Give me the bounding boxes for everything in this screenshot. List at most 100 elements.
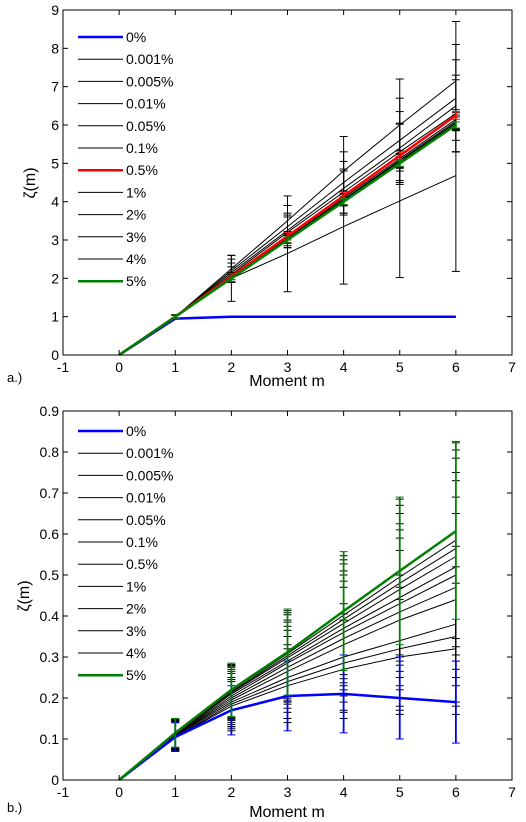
legend-entry: 0.05% <box>78 512 166 528</box>
legend-label: 0.5% <box>126 556 158 572</box>
axes-b: -1 0 1 2 3 4 5 6 700.10.20.30.40.50.60.70.80.9 <box>40 403 517 800</box>
y-axis-label-b: ζ(m) <box>16 580 33 611</box>
legend-label: 2% <box>126 601 146 617</box>
series-group-a <box>118 21 460 357</box>
legend-a: 0% 0.001% 0.005% 0.01% 0.05% 0.1% 0.5% 1% 2% 3% 4%… <box>78 29 173 289</box>
legend-entry: 3% <box>78 623 146 639</box>
y-tick-label: 0 <box>51 772 59 788</box>
x-tick-label: 6 <box>452 784 460 800</box>
legend-label: 1% <box>126 184 146 200</box>
x-tick-label: 0 <box>115 359 123 375</box>
legend-entry: 0.005% <box>78 467 173 483</box>
panel-b: -1 0 1 2 3 4 5 6 700.10.20.30.40.50.60.70.80.9 0… <box>7 403 516 821</box>
y-tick-label: 0.4 <box>40 608 60 624</box>
legend-label: 0.05% <box>126 512 166 528</box>
legend-label: 0.01% <box>126 490 166 506</box>
legend-entry: 0.001% <box>78 51 173 67</box>
x-tick-label: 0 <box>115 784 123 800</box>
y-tick-label: 5 <box>51 155 59 171</box>
y-tick-label: 6 <box>51 117 59 133</box>
panel-label-b: b.) <box>7 800 22 815</box>
legend-entry: 5% <box>78 273 146 289</box>
legend-entry: 0.1% <box>78 534 158 550</box>
legend-entry: 5% <box>78 667 146 683</box>
legend-entry: 0.5% <box>78 556 158 572</box>
legend-label: 0.5% <box>126 162 158 178</box>
legend-label: 0.01% <box>126 96 166 112</box>
legend-label: 0% <box>126 423 146 439</box>
legend-entry: 2% <box>78 207 146 223</box>
y-tick-label: 0.5 <box>40 567 60 583</box>
legend-label: 5% <box>126 667 146 683</box>
x-tick-label: 4 <box>340 784 348 800</box>
y-tick-label: 0.1 <box>40 731 60 747</box>
legend-entry: 0% <box>78 423 146 439</box>
x-tick-label: 5 <box>396 359 404 375</box>
legend-entry: 0.005% <box>78 73 173 89</box>
axes-frame-a <box>62 9 513 356</box>
x-tick-label: 1 <box>171 784 179 800</box>
x-tick-label: 6 <box>452 359 460 375</box>
y-tick-label: 4 <box>51 194 59 210</box>
axes-frame-b <box>62 410 513 781</box>
legend-label: 0.001% <box>126 445 173 461</box>
x-tick-label: 2 <box>227 784 235 800</box>
y-tick-label: 0.2 <box>40 690 60 706</box>
x-tick-label: 1 <box>171 359 179 375</box>
legend-entry: 0.01% <box>78 96 166 112</box>
x-tick-label: 2 <box>227 359 235 375</box>
legend-entry: 2% <box>78 601 146 617</box>
series-group-b <box>118 441 460 781</box>
y-tick-label: 9 <box>51 2 59 18</box>
plot-area-a <box>63 10 512 355</box>
x-tick-label: 7 <box>508 359 516 375</box>
y-tick-label: 2 <box>51 270 59 286</box>
legend-label: 0.005% <box>126 467 173 483</box>
panel-label-a: a.) <box>7 370 22 385</box>
legend-label: 0% <box>126 29 146 45</box>
legend-entry: 3% <box>78 229 146 245</box>
y-tick-label: 0.3 <box>40 649 60 665</box>
legend-entry: 1% <box>78 184 146 200</box>
legend-label: 5% <box>126 273 146 289</box>
y-tick-label: 8 <box>51 40 59 56</box>
legend-label: 1% <box>126 578 146 594</box>
legend-label: 0.1% <box>126 534 158 550</box>
x-tick-label: 7 <box>508 784 516 800</box>
legend-entry: 0.01% <box>78 490 166 506</box>
x-tick-label: 3 <box>284 784 292 800</box>
y-tick-label: 0.6 <box>40 526 60 542</box>
x-tick-label: 4 <box>340 359 348 375</box>
y-tick-label: 0.9 <box>40 403 60 419</box>
legend-entry: 0.001% <box>78 445 173 461</box>
legend-entry: 0.05% <box>78 118 166 134</box>
legend-entry: 4% <box>78 251 146 267</box>
legend-entry: 0.1% <box>78 140 158 156</box>
y-tick-label: 1 <box>51 309 59 325</box>
x-axis-label-a: Moment m <box>249 373 325 390</box>
legend-b: 0% 0.001% 0.005% 0.01% 0.05% 0.1% 0.5% 1% 2% 3% 4%… <box>78 423 173 683</box>
y-tick-label: 0.8 <box>40 444 60 460</box>
y-axis-label-a: ζ(m) <box>22 167 39 198</box>
legend-entry: 0% <box>78 29 146 45</box>
x-axis-label-b: Moment m <box>249 804 325 821</box>
legend-label: 3% <box>126 229 146 245</box>
legend-label: 4% <box>126 251 146 267</box>
y-tick-label: 3 <box>51 232 59 248</box>
x-tick-label: -1 <box>57 359 70 375</box>
legend-entry: 4% <box>78 645 146 661</box>
series-5% <box>118 442 460 781</box>
legend-label: 0.05% <box>126 118 166 134</box>
legend-label: 4% <box>126 645 146 661</box>
series-5% <box>118 121 460 357</box>
y-tick-label: 0 <box>51 347 59 363</box>
legend-entry: 1% <box>78 578 146 594</box>
legend-label: 0.1% <box>126 140 158 156</box>
y-tick-label: 7 <box>51 79 59 95</box>
legend-entry: 0.5% <box>78 162 158 178</box>
legend-label: 3% <box>126 623 146 639</box>
x-tick-label: -1 <box>57 784 70 800</box>
